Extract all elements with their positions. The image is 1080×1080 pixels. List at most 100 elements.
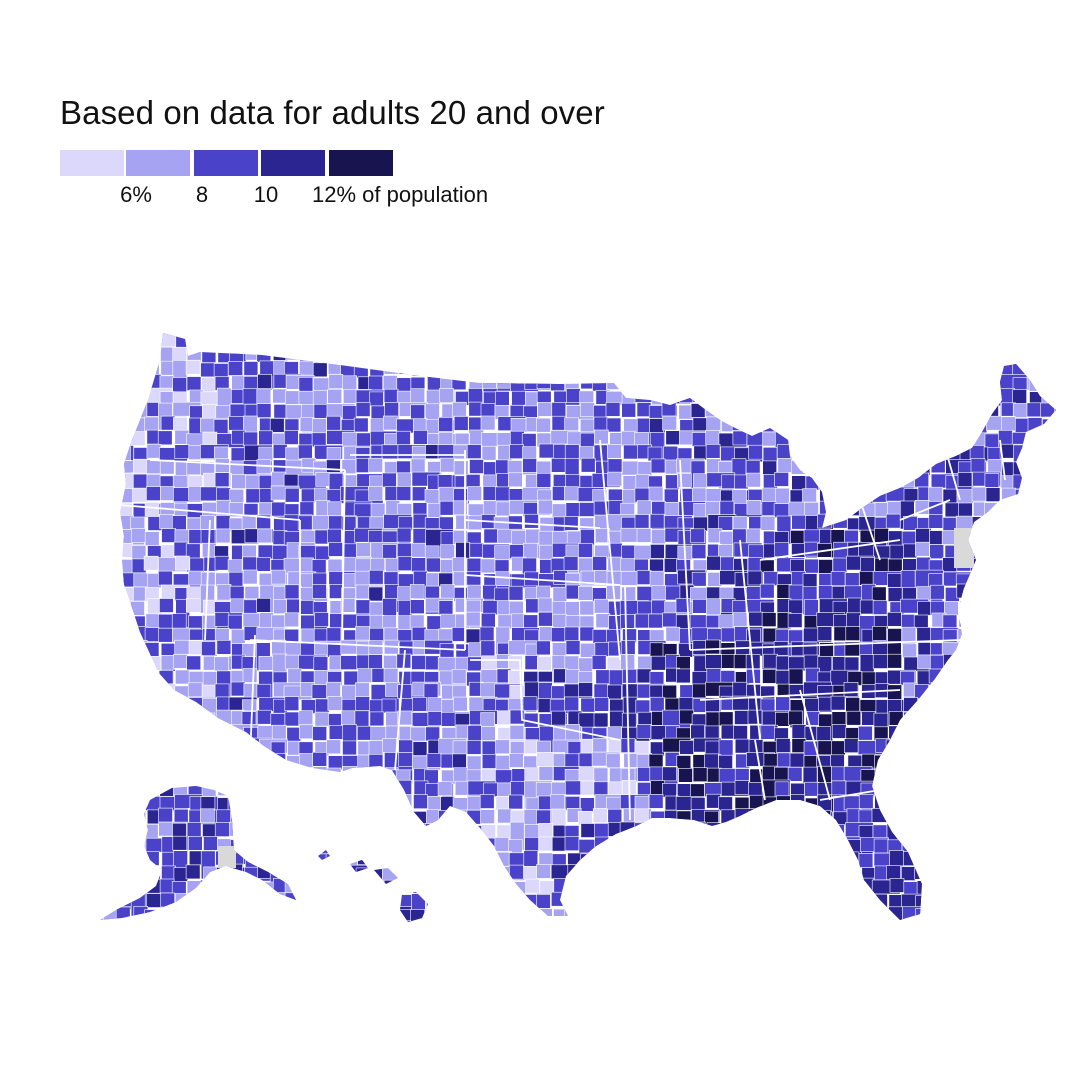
county-cell	[173, 867, 189, 882]
county-cell	[971, 726, 987, 741]
county-cell	[229, 769, 245, 785]
county-cell	[803, 654, 819, 670]
county-cell	[199, 740, 215, 755]
county-cell	[327, 642, 342, 658]
county-cell	[564, 696, 580, 712]
county-cell	[942, 653, 958, 669]
legend-swatch-1	[60, 150, 124, 176]
county-cell	[1028, 333, 1056, 349]
county-cell	[229, 907, 245, 922]
county-cell	[958, 612, 974, 628]
county-cell	[242, 569, 258, 585]
county-cell	[914, 864, 930, 880]
county-cell	[381, 348, 397, 364]
county-cell	[158, 807, 173, 823]
county-cell	[985, 333, 1001, 336]
county-cell	[1013, 783, 1029, 813]
county-cell	[1013, 737, 1028, 753]
county-cell	[619, 892, 635, 907]
county-cell	[987, 559, 1003, 575]
county-cell	[116, 391, 132, 421]
county-cell	[425, 878, 441, 894]
county-cell	[1057, 782, 1071, 810]
county-cell	[914, 836, 930, 852]
county-cell	[367, 907, 383, 922]
county-cell	[551, 402, 567, 417]
county-cell	[579, 906, 594, 922]
county-cell	[215, 515, 231, 530]
county-cell	[243, 599, 259, 615]
county-cell	[1054, 849, 1056, 879]
county-cell	[270, 822, 300, 837]
county-cell	[999, 740, 1015, 756]
county-cell	[118, 542, 133, 558]
county-cell	[746, 879, 762, 894]
county-cell	[256, 556, 271, 572]
county-cell	[999, 766, 1015, 782]
county-cell	[397, 838, 412, 853]
county-cell	[1012, 333, 1028, 335]
county-cell	[844, 866, 859, 882]
county-cell	[215, 881, 231, 897]
county-cell	[916, 333, 946, 347]
county-cell	[327, 389, 343, 404]
county-cell	[496, 333, 511, 336]
county-cell	[437, 781, 453, 797]
county-cell	[481, 824, 496, 839]
county-cell	[173, 753, 188, 769]
county-cell	[144, 754, 159, 770]
county-cell	[900, 390, 930, 406]
county-cell	[746, 839, 761, 855]
county-cell	[325, 853, 341, 869]
county-cell	[510, 335, 526, 351]
county-cell	[118, 793, 148, 809]
county-cell	[104, 657, 120, 673]
county-cell	[901, 837, 931, 853]
county-cell	[285, 345, 301, 361]
county-cell	[790, 864, 806, 880]
county-cell	[929, 823, 945, 838]
county-cell	[846, 390, 876, 420]
county-cell	[411, 445, 427, 461]
county-cell	[565, 474, 580, 489]
county-cell	[481, 880, 496, 895]
county-cell	[1040, 446, 1056, 461]
county-cell	[102, 333, 117, 335]
county-cell	[650, 544, 665, 559]
county-cell	[453, 460, 469, 476]
county-cell	[942, 864, 958, 879]
county-cell	[272, 388, 288, 404]
county-cell	[1058, 460, 1072, 474]
county-cell	[735, 333, 751, 349]
county-cell	[609, 867, 625, 883]
county-cell	[314, 529, 330, 545]
county-cell	[454, 333, 470, 335]
county-cell	[776, 795, 791, 811]
county-cell	[763, 851, 779, 867]
county-cell	[944, 894, 973, 910]
county-cell	[958, 430, 974, 445]
county-cell	[356, 349, 372, 365]
county-cell	[495, 892, 511, 922]
county-cell	[553, 333, 568, 348]
county-cell	[100, 640, 107, 656]
county-cell	[100, 558, 106, 587]
state-boundary	[759, 539, 901, 561]
county-cell	[536, 656, 552, 671]
county-cell	[720, 627, 736, 643]
county-cell	[605, 909, 621, 922]
county-cell	[620, 640, 636, 655]
county-cell	[242, 809, 258, 839]
county-cell	[872, 600, 888, 615]
county-cell	[200, 892, 215, 908]
county-cell	[984, 473, 1000, 488]
county-cell	[257, 333, 272, 351]
county-cell	[888, 345, 904, 361]
county-cell	[1056, 336, 1070, 350]
county-cell	[816, 924, 830, 938]
county-cell	[942, 629, 958, 644]
county-cell	[703, 851, 719, 867]
county-cell	[551, 415, 567, 431]
county-cell	[186, 921, 202, 922]
county-cell	[747, 335, 777, 350]
